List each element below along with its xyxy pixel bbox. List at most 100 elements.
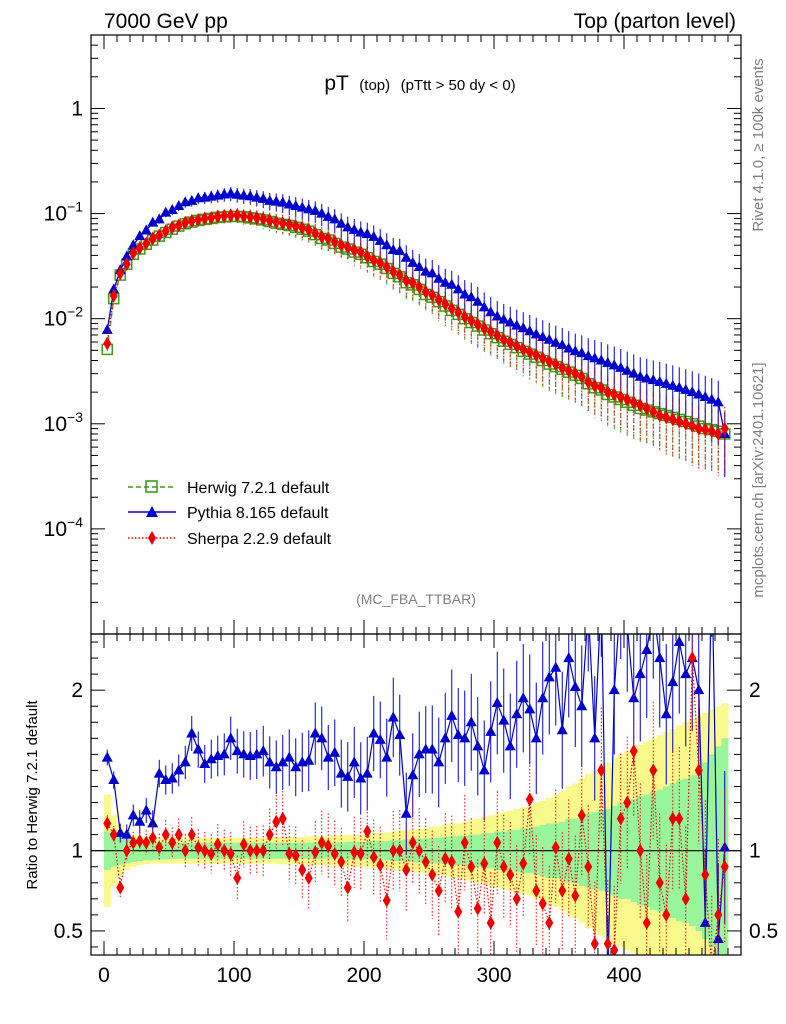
ratio-point xyxy=(472,740,484,751)
ratio-point xyxy=(134,815,146,826)
data-point xyxy=(459,288,471,299)
legend-marker-sherpa xyxy=(148,531,156,545)
ratio-series-0 xyxy=(101,634,731,955)
data-point xyxy=(602,356,614,367)
ratio-point xyxy=(415,843,424,858)
main-series xyxy=(101,187,731,477)
ratio-point xyxy=(251,748,263,759)
ratio-point xyxy=(454,904,463,919)
ratio-ylabel: Ratio to Herwig 7.2.1 default xyxy=(24,700,41,890)
header-left: 7000 GeV pp xyxy=(104,10,228,33)
data-point xyxy=(251,191,263,202)
data-point xyxy=(550,336,562,347)
ratio-y-tick-label-0: 2 xyxy=(71,679,83,702)
data-point xyxy=(309,204,321,215)
data-point xyxy=(610,387,619,402)
y-tick-label-4: 10−4 xyxy=(44,514,84,541)
ratio-point xyxy=(486,915,495,930)
data-point xyxy=(660,377,672,388)
ratio-point xyxy=(538,896,547,911)
ratio-point xyxy=(694,763,703,778)
data-point xyxy=(576,347,588,358)
data-point xyxy=(426,267,438,278)
legend-entry-herwig: Herwig 7.2.1 default xyxy=(128,480,330,497)
legend-marker-herwig xyxy=(145,480,158,493)
ratio-point xyxy=(335,767,347,778)
data-point xyxy=(629,395,638,410)
ratio-point xyxy=(238,748,250,759)
ratio-point xyxy=(311,845,320,860)
legend-label-sherpa: Sherpa 2.2.9 default xyxy=(187,531,332,548)
ratio-point xyxy=(179,756,191,767)
data-point xyxy=(519,342,528,357)
y-tick-label-3: 10−3 xyxy=(44,409,84,436)
ratio-point xyxy=(350,845,359,860)
data-point xyxy=(467,313,476,328)
ratio-point xyxy=(309,727,321,738)
ratio-point xyxy=(433,756,445,767)
data-point xyxy=(231,188,243,199)
ratio-point xyxy=(361,767,373,778)
data-point xyxy=(116,266,125,281)
data-point xyxy=(109,288,118,303)
ratio-point xyxy=(452,729,464,740)
ratio-point xyxy=(316,732,328,743)
data-point xyxy=(270,195,282,206)
data-point xyxy=(350,243,359,258)
ratio-point xyxy=(387,711,399,722)
ratio-point xyxy=(304,870,313,885)
data-point xyxy=(168,220,177,235)
data-point xyxy=(428,287,437,302)
y-tick-label-exp: −1 xyxy=(67,199,83,215)
ratio-point xyxy=(623,795,632,810)
ratio-point xyxy=(584,859,593,874)
data-point xyxy=(348,223,360,234)
data-point xyxy=(524,325,536,336)
ratio-series xyxy=(101,634,731,978)
data-point xyxy=(480,321,489,336)
data-point xyxy=(499,332,508,347)
ratio-point xyxy=(395,843,404,858)
ratio-point xyxy=(265,827,274,842)
data-point xyxy=(538,351,547,366)
data-point xyxy=(389,264,398,279)
ratio-point xyxy=(701,867,710,882)
ratio-point xyxy=(608,684,620,695)
ratio-point xyxy=(218,748,230,759)
data-point xyxy=(589,352,601,363)
ratio-point xyxy=(199,758,211,769)
plot-title-sub1: (top) xyxy=(359,77,390,94)
x-tick-label-2: 200 xyxy=(346,964,381,987)
ratio-point xyxy=(400,807,412,818)
ratio-y-tick-label-2: 0.5 xyxy=(54,920,83,943)
ratio-point xyxy=(720,859,729,874)
data-point xyxy=(584,374,593,389)
data-point xyxy=(147,216,159,227)
data-point xyxy=(246,209,255,224)
ratio-point xyxy=(213,837,222,852)
ratio-point xyxy=(524,703,536,714)
ratio-point xyxy=(667,676,679,687)
ratio-point xyxy=(186,727,198,738)
data-point xyxy=(342,221,354,232)
ratio-y-tick-label-right-1: 1 xyxy=(749,840,761,863)
ratio-point xyxy=(498,714,510,725)
ratio-point xyxy=(103,816,112,831)
data-point xyxy=(103,336,112,351)
ratio-point xyxy=(673,636,685,647)
data-point xyxy=(465,291,477,302)
ratio-point xyxy=(504,740,516,751)
data-point xyxy=(207,210,216,225)
ratio-point xyxy=(708,964,716,978)
ratio-point xyxy=(122,843,131,858)
ratio-point xyxy=(148,830,157,845)
ratio-point xyxy=(142,835,151,850)
ratio-point xyxy=(714,907,723,922)
ratio-point xyxy=(303,754,315,765)
ratio-point xyxy=(551,840,560,855)
data-point xyxy=(681,416,690,431)
data-point xyxy=(688,419,697,434)
data-point xyxy=(226,208,235,223)
ratio-point xyxy=(636,843,645,858)
data-point xyxy=(452,283,464,294)
